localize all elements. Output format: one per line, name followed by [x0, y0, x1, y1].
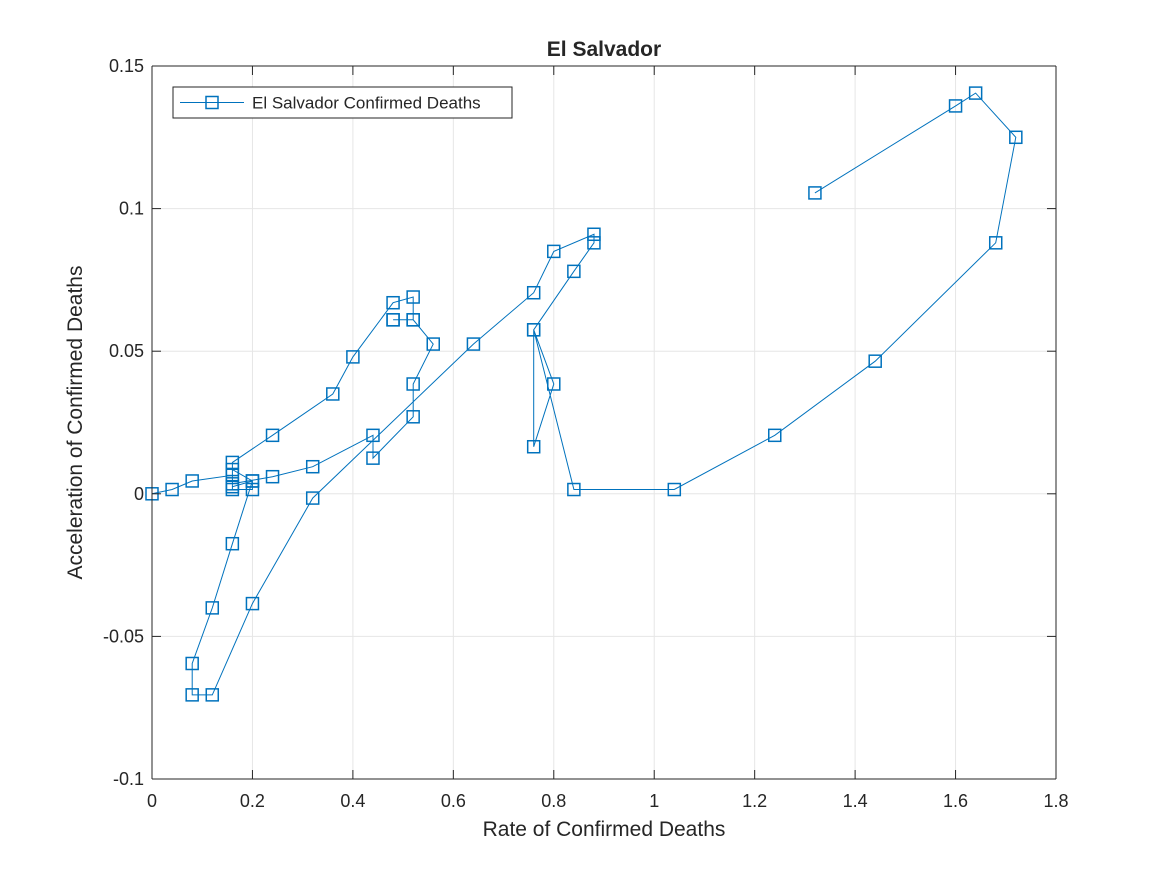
- x-tick-label: 0.2: [240, 791, 265, 811]
- y-tick-label: 0: [134, 484, 144, 504]
- x-axis-label: Rate of Confirmed Deaths: [483, 818, 726, 841]
- data-point-marker: [406, 313, 420, 327]
- data-point-marker: [265, 469, 280, 484]
- data-point-marker: [386, 313, 400, 327]
- legend-label: El Salvador Confirmed Deaths: [252, 94, 481, 113]
- x-tick-label: 1: [649, 791, 659, 811]
- series-layer: [145, 86, 1023, 702]
- data-point-marker: [185, 474, 199, 488]
- data-point-marker: [205, 601, 220, 615]
- data-point-marker: [547, 244, 561, 259]
- y-tick-label: 0.05: [109, 341, 144, 361]
- data-point-marker: [968, 86, 983, 100]
- x-tick-label: 0.8: [541, 791, 566, 811]
- data-point-marker: [165, 482, 179, 497]
- x-tick-label: 0: [147, 791, 157, 811]
- data-point-marker: [366, 451, 380, 465]
- data-point-marker: [667, 482, 682, 497]
- data-point-marker: [406, 377, 420, 391]
- data-point-marker: [1009, 130, 1023, 145]
- data-point-marker: [547, 377, 561, 391]
- data-point-marker: [567, 264, 581, 279]
- data-point-marker: [526, 323, 541, 337]
- y-tick-label: 0.1: [119, 199, 144, 219]
- x-tick-label: 0.4: [340, 791, 365, 811]
- data-point-marker: [245, 474, 260, 488]
- legend: El Salvador Confirmed Deaths: [172, 86, 513, 119]
- ticks: 0 0.2 0.4 0.6 0.8 1 1.2 1.4 1.6 1.8 -0.1 -0.05 0 0.05…: [103, 56, 1069, 811]
- data-point-marker: [526, 285, 541, 300]
- x-tick-label: 1.4: [843, 791, 868, 811]
- plot-area: [152, 66, 1056, 779]
- data-point-marker: [808, 186, 822, 200]
- data-point-marker: [265, 428, 280, 443]
- chart-title: El Salvador: [547, 38, 661, 61]
- data-point-marker: [426, 337, 440, 351]
- data-point-marker: [868, 354, 882, 368]
- x-tick-label: 1.6: [943, 791, 968, 811]
- data-point-marker: [406, 290, 420, 304]
- data-point-marker: [406, 410, 420, 424]
- data-point-marker: [346, 350, 360, 364]
- data-point-marker: [366, 428, 380, 443]
- axes: [151, 65, 1057, 780]
- data-point-marker: [305, 491, 320, 505]
- x-tick-label: 1.2: [742, 791, 767, 811]
- data-point-marker: [768, 428, 782, 443]
- data-point-marker: [225, 455, 240, 470]
- data-point-marker: [526, 439, 541, 454]
- x-tick-label: 1.8: [1043, 791, 1068, 811]
- y-tick-label: -0.05: [103, 626, 144, 646]
- data-point-marker: [185, 688, 199, 702]
- data-point-marker: [185, 656, 199, 671]
- data-point-marker: [948, 99, 963, 113]
- y-tick-label: -0.1: [113, 769, 144, 789]
- data-point-marker: [245, 482, 260, 497]
- data-point-marker: [587, 236, 601, 250]
- data-point-marker: [225, 462, 240, 477]
- data-point-marker: [587, 227, 601, 242]
- data-point-marker: [567, 482, 581, 497]
- y-tick-label: 0.15: [109, 56, 144, 76]
- x-tick-label: 0.6: [441, 791, 466, 811]
- data-point-marker: [245, 596, 260, 611]
- y-axis-label: Acceleration of Confirmed Deaths: [64, 266, 87, 580]
- data-point-marker: [988, 236, 1003, 250]
- data-point-marker: [386, 295, 400, 310]
- data-point-marker: [225, 477, 240, 491]
- legend-marker-sample: [205, 95, 219, 110]
- data-point-marker: [305, 459, 320, 474]
- data-point-marker: [466, 337, 481, 351]
- data-point-marker: [205, 688, 220, 702]
- data-point-marker: [225, 536, 240, 551]
- data-point-marker: [326, 387, 340, 401]
